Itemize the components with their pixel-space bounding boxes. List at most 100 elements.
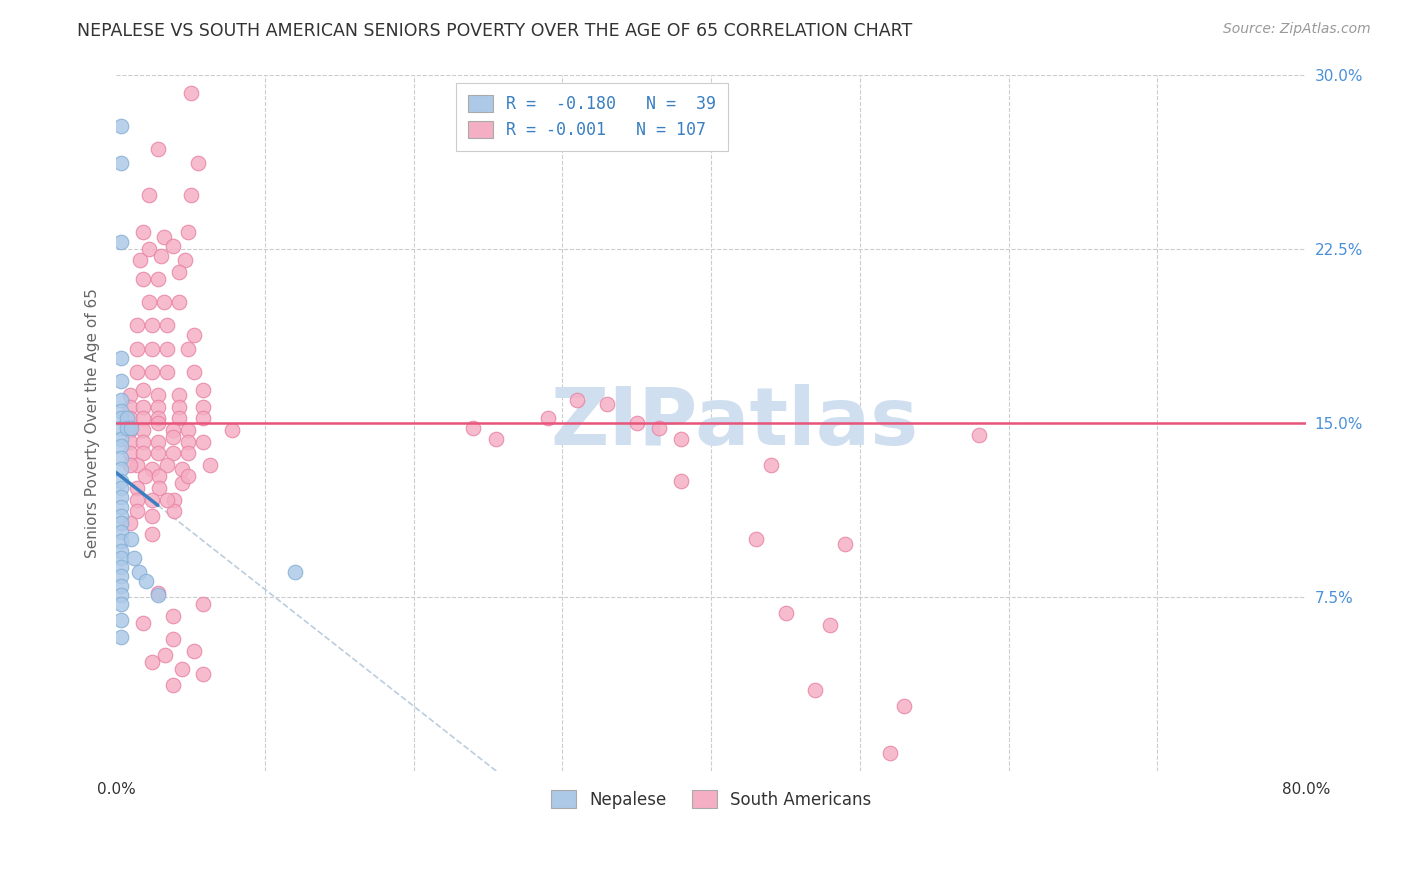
Point bbox=[132, 446, 155, 460]
Point bbox=[115, 420, 138, 434]
Point bbox=[146, 411, 169, 425]
Point bbox=[141, 365, 163, 379]
Point bbox=[110, 588, 132, 602]
Point bbox=[132, 411, 155, 425]
Point bbox=[671, 432, 693, 446]
Point bbox=[183, 365, 205, 379]
Point bbox=[146, 400, 169, 414]
Point bbox=[162, 239, 184, 253]
Y-axis label: Seniors Poverty Over the Age of 65: Seniors Poverty Over the Age of 65 bbox=[86, 288, 100, 558]
Point bbox=[156, 318, 179, 333]
Point bbox=[122, 16, 145, 30]
Point bbox=[127, 342, 149, 356]
Point bbox=[127, 458, 149, 472]
Point bbox=[110, 578, 132, 592]
Point bbox=[671, 474, 693, 488]
Point bbox=[141, 655, 163, 669]
Point bbox=[128, 565, 150, 579]
Point bbox=[129, 253, 152, 268]
Point bbox=[146, 416, 169, 430]
Point bbox=[110, 508, 132, 523]
Point bbox=[191, 434, 214, 449]
Point bbox=[167, 388, 190, 402]
Point bbox=[110, 550, 132, 565]
Point bbox=[127, 481, 149, 495]
Point bbox=[176, 446, 198, 460]
Point bbox=[170, 462, 193, 476]
Point bbox=[141, 462, 163, 476]
Point bbox=[148, 481, 170, 495]
Point bbox=[118, 400, 141, 414]
Point bbox=[132, 226, 155, 240]
Point bbox=[141, 492, 163, 507]
Point bbox=[110, 516, 132, 530]
Point bbox=[110, 630, 132, 644]
Point bbox=[110, 481, 132, 495]
Point bbox=[162, 430, 184, 444]
Point bbox=[120, 420, 142, 434]
Point bbox=[110, 439, 132, 453]
Point bbox=[110, 597, 132, 611]
Point bbox=[115, 411, 138, 425]
Point bbox=[110, 404, 132, 418]
Point bbox=[198, 458, 221, 472]
Point bbox=[221, 423, 243, 437]
Point bbox=[146, 446, 169, 460]
Point bbox=[162, 446, 184, 460]
Point bbox=[127, 365, 149, 379]
Point bbox=[176, 423, 198, 437]
Point bbox=[118, 446, 141, 460]
Point bbox=[176, 469, 198, 483]
Point bbox=[156, 342, 179, 356]
Point bbox=[759, 458, 782, 472]
Point bbox=[146, 585, 169, 599]
Point bbox=[110, 500, 132, 514]
Point bbox=[155, 648, 177, 663]
Point bbox=[127, 492, 149, 507]
Point bbox=[187, 155, 209, 169]
Point bbox=[191, 384, 214, 398]
Point bbox=[110, 235, 132, 249]
Point bbox=[146, 388, 169, 402]
Point bbox=[463, 420, 485, 434]
Point bbox=[153, 295, 176, 310]
Point bbox=[110, 474, 132, 488]
Point bbox=[146, 588, 169, 602]
Point bbox=[162, 608, 184, 623]
Point bbox=[176, 434, 198, 449]
Point bbox=[122, 550, 145, 565]
Point bbox=[191, 411, 214, 425]
Point bbox=[110, 450, 132, 465]
Point bbox=[146, 142, 169, 156]
Point bbox=[127, 318, 149, 333]
Point bbox=[146, 434, 169, 449]
Point bbox=[284, 565, 307, 579]
Point bbox=[110, 525, 132, 540]
Point bbox=[110, 155, 132, 169]
Point bbox=[110, 543, 132, 558]
Point bbox=[162, 678, 184, 692]
Point bbox=[162, 423, 184, 437]
Point bbox=[141, 508, 163, 523]
Point bbox=[183, 327, 205, 342]
Point bbox=[191, 666, 214, 681]
Point bbox=[132, 615, 155, 630]
Point bbox=[138, 242, 160, 256]
Point bbox=[118, 458, 141, 472]
Point bbox=[648, 420, 671, 434]
Point bbox=[596, 397, 619, 411]
Point bbox=[567, 392, 589, 407]
Text: NEPALESE VS SOUTH AMERICAN SENIORS POVERTY OVER THE AGE OF 65 CORRELATION CHART: NEPALESE VS SOUTH AMERICAN SENIORS POVER… bbox=[77, 22, 912, 40]
Point bbox=[118, 388, 141, 402]
Text: Source: ZipAtlas.com: Source: ZipAtlas.com bbox=[1223, 22, 1371, 37]
Point bbox=[110, 614, 132, 628]
Point bbox=[141, 318, 163, 333]
Point bbox=[967, 427, 990, 442]
Point bbox=[180, 86, 202, 100]
Point bbox=[110, 534, 132, 549]
Point bbox=[118, 516, 141, 530]
Point bbox=[148, 469, 170, 483]
Point bbox=[176, 342, 198, 356]
Point bbox=[127, 504, 149, 518]
Text: ZIPatlas: ZIPatlas bbox=[551, 384, 920, 462]
